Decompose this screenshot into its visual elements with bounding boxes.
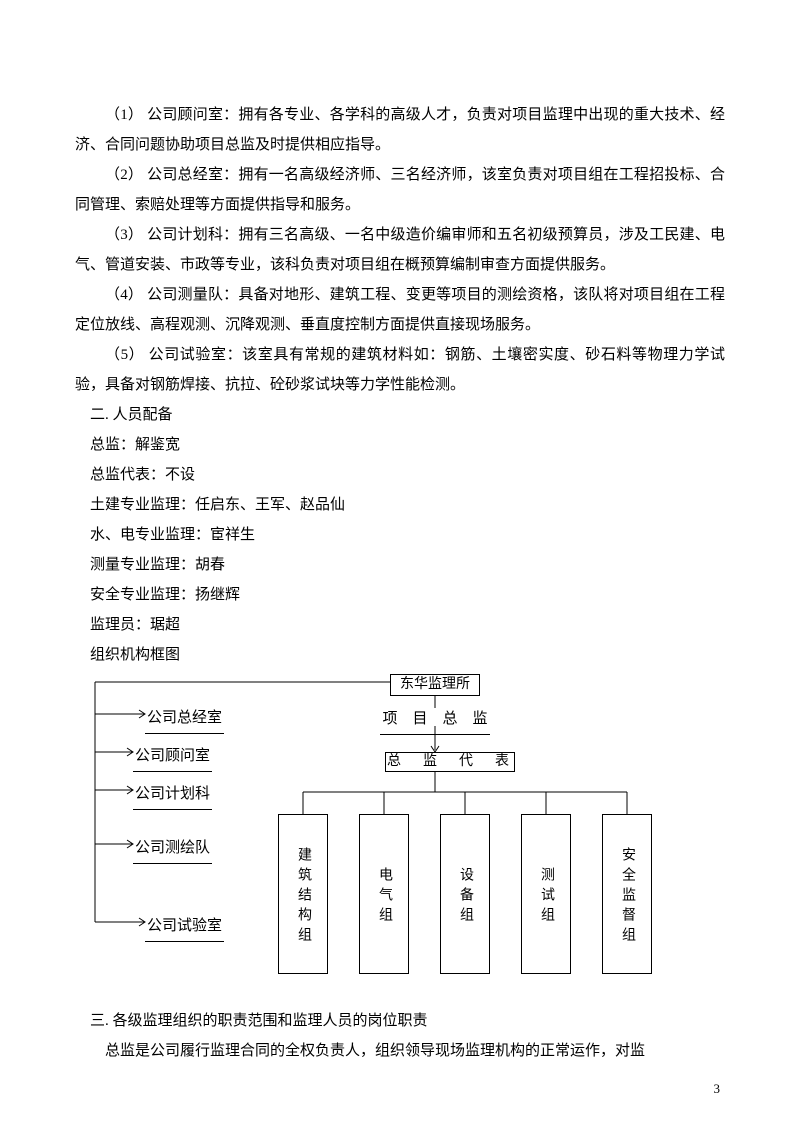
para-3: （3） 公司计划科：拥有三名高级、一名中级造价编审师和五名初级预算员，涉及工民建…: [75, 220, 725, 280]
para-1: （1） 公司顾问室：拥有各专业、各学科的高级人才，负责对项目监理中出现的重大技术…: [75, 100, 725, 160]
node-group-1: 建筑结构组: [278, 814, 328, 974]
section-3-para-1: 总监是公司履行监理合同的全权负责人，组织领导现场监理机构的正常运作，对监: [75, 1036, 725, 1066]
staff-water-elec: 水、电专业监理：宦祥生: [75, 520, 725, 550]
org-chart: 东华监理所 项 目 总 监 总 监 代 表 公司总经室 公司顾问室 公司计划科 …: [75, 674, 725, 994]
para-2: （2） 公司总经室：拥有一名高级经济师、三名经济师，该室负责对项目组在工程招投标…: [75, 160, 725, 220]
page-number: 3: [714, 1076, 721, 1102]
node-project-director-label: 项 目 总 监: [380, 704, 489, 735]
node-left-5-label: 公司试验室: [145, 911, 224, 942]
node-left-5: 公司试验室: [145, 911, 224, 942]
section-2-title: 二. 人员配备: [75, 400, 725, 430]
node-left-2-label: 公司顾问室: [133, 741, 212, 772]
staff-civil: 土建专业监理：任启东、王军、赵品仙: [75, 490, 725, 520]
node-group-2: 电气组: [359, 814, 409, 974]
node-top: 东华监理所: [390, 674, 480, 696]
org-chart-title: 组织机构框图: [75, 640, 725, 670]
staff-supervisor: 监理员：琚超: [75, 610, 725, 640]
para-4: （4） 公司测量队：具备对地形、建筑工程、变更等项目的测绘资格，该队将对项目组在…: [75, 280, 725, 340]
node-group-4: 测试组: [521, 814, 571, 974]
node-group-5: 安全监督组: [602, 814, 652, 974]
node-left-4: 公司测绘队: [133, 833, 212, 864]
section-3-title: 三. 各级监理组织的职责范围和监理人员的岗位职责: [75, 1006, 725, 1036]
staff-deputy: 总监代表：不设: [75, 460, 725, 490]
node-left-1-label: 公司总经室: [145, 703, 224, 734]
para-5: （5） 公司试验室：该室具有常规的建筑材料如：钢筋、土壤密实度、砂石料等物理力学…: [75, 340, 725, 400]
node-group-3: 设备组: [440, 814, 490, 974]
node-project-director: 项 目 总 监: [375, 704, 495, 735]
staff-director: 总监：解鉴宽: [75, 430, 725, 460]
node-left-1: 公司总经室: [145, 703, 224, 734]
node-left-3: 公司计划科: [133, 779, 212, 810]
node-left-3-label: 公司计划科: [133, 779, 212, 810]
node-deputy-director: 总 监 代 表: [385, 752, 515, 772]
staff-survey: 测量专业监理：胡春: [75, 550, 725, 580]
node-left-2: 公司顾问室: [133, 741, 212, 772]
staff-safety: 安全专业监理：扬继辉: [75, 580, 725, 610]
node-left-4-label: 公司测绘队: [133, 833, 212, 864]
